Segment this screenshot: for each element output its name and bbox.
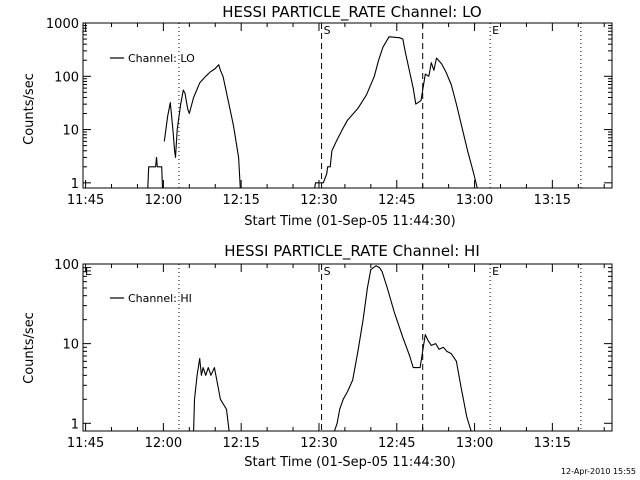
- lo-x-tick-label: 13:15: [534, 193, 571, 208]
- hi-y-axis-label: Counts/sec: [22, 312, 37, 384]
- lo-x-tick-label: 12:00: [145, 193, 182, 208]
- lo-y-axis-label: Counts/sec: [22, 73, 37, 145]
- lo-plot-frame: [82, 22, 613, 189]
- hi-series-segment: [333, 265, 472, 432]
- hi-chart-title: HESSI PARTICLE_RATE Channel: HI: [224, 242, 480, 261]
- hi-x-tick-label: 12:15: [222, 436, 259, 451]
- hi-plot-frame: [82, 263, 613, 432]
- hi-marker-label: E: [492, 265, 499, 278]
- hi-y-tick-label: 10: [62, 338, 79, 353]
- lo-axes: 11:45 12:00 12:15 12:30 12:45 13:00 13:15 1 10 10…: [46, 17, 613, 208]
- lo-x-tick-label: 12:45: [378, 193, 415, 208]
- hi-channel-panel: HESSI PARTICLE_RATE Channel: HI Start Ti…: [22, 242, 613, 470]
- hi-x-tick-label: 12:45: [378, 436, 415, 451]
- hi-legend: Channel: HI: [110, 292, 192, 305]
- lo-x-tick-label: 12:30: [300, 193, 337, 208]
- lo-marker-label: S: [324, 24, 331, 37]
- lo-x-tick-label: 13:00: [456, 193, 493, 208]
- lo-y-tick-label: 100: [54, 70, 79, 85]
- hi-series-segment: [193, 357, 230, 432]
- lo-marker-label: E: [492, 24, 499, 37]
- lo-y-tick-label: 10: [62, 124, 79, 139]
- hi-x-tick-label: 13:00: [456, 436, 493, 451]
- hi-x-tick-label: 13:15: [534, 436, 571, 451]
- hi-x-tick-label: 12:00: [145, 436, 182, 451]
- lo-series-segment: [163, 64, 241, 189]
- hi-marker-label: S: [324, 265, 331, 278]
- lo-x-axis-label: Start Time (01-Sep-05 11:44:30): [244, 214, 455, 229]
- hi-x-tick-label: 12:30: [300, 436, 337, 451]
- hi-y-tick-label: 1: [71, 417, 79, 432]
- hi-marker-label: E: [85, 265, 92, 278]
- lo-x-tick-label: 12:15: [222, 193, 259, 208]
- lo-y-tick-label: 1000: [46, 17, 79, 32]
- lo-y-tick-label: 1: [71, 177, 79, 192]
- hi-series-lines: [193, 265, 472, 432]
- lo-chart-title: HESSI PARTICLE_RATE Channel: LO: [222, 3, 481, 22]
- hi-x-axis-label: Start Time (01-Sep-05 11:44:30): [244, 455, 455, 470]
- lo-series-segment: [314, 36, 478, 189]
- lo-series-segment: [147, 156, 164, 189]
- hi-legend-label: Channel: HI: [128, 292, 192, 305]
- hi-x-tick-label: 11:45: [67, 436, 104, 451]
- lo-channel-panel: HESSI PARTICLE_RATE Channel: LO Start Ti…: [22, 3, 613, 229]
- hi-axes: 11:45 12:00 12:15 12:30 12:45 13:00 13:15 1 10 10…: [54, 258, 613, 451]
- footer-timestamp: 12-Apr-2010 15:55: [561, 467, 636, 476]
- lo-legend: Channel: LO: [110, 52, 195, 65]
- hi-y-tick-label: 100: [54, 258, 79, 273]
- lo-series-lines: [147, 36, 478, 189]
- lo-legend-label: Channel: LO: [128, 52, 195, 65]
- lo-x-tick-label: 11:45: [67, 193, 104, 208]
